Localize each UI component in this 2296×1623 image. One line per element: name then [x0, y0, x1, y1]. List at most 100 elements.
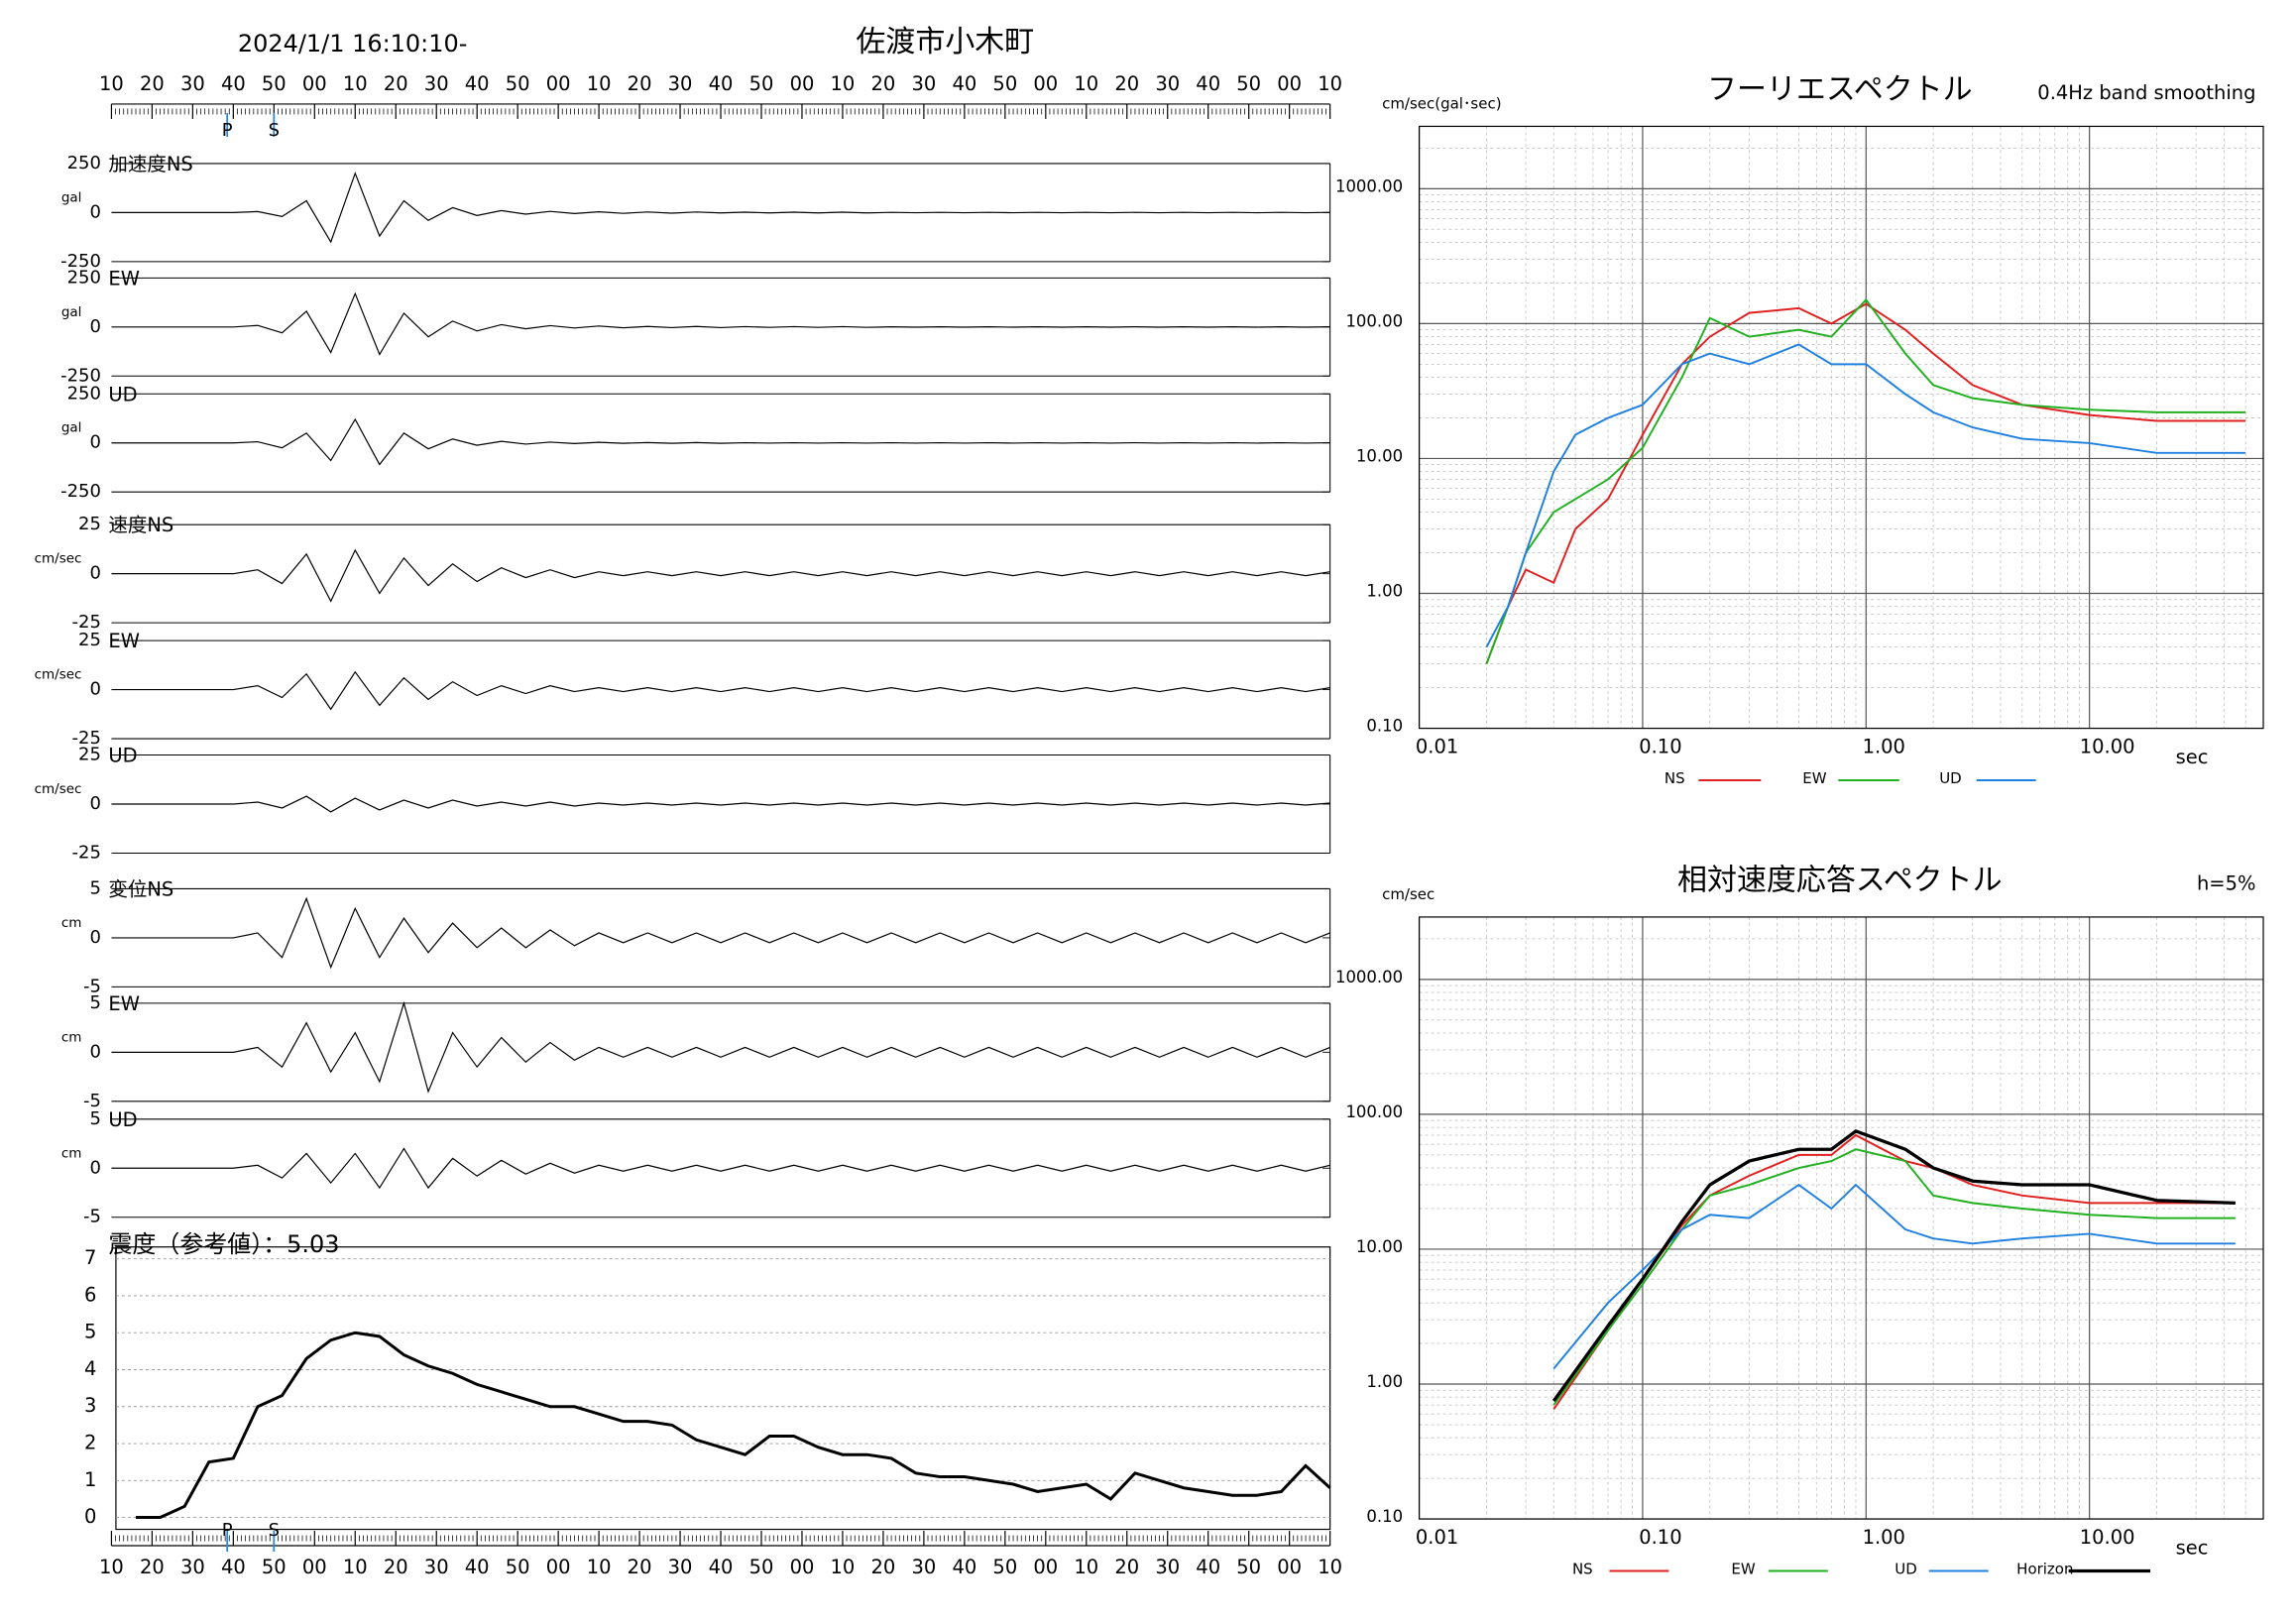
- trace-label: 加速度NS: [108, 153, 192, 175]
- x-tick-label: 40: [709, 72, 734, 95]
- y-tick-label: 25: [78, 745, 101, 765]
- trace-unit: cm/sec: [35, 667, 82, 683]
- x-axis-label: sec: [2176, 746, 2209, 768]
- y-tick-label: 250: [67, 267, 101, 288]
- x-tick-label: 10.00: [2080, 1526, 2135, 1549]
- trace-unit: gal: [61, 304, 82, 320]
- x-tick-label: 50: [262, 1556, 287, 1578]
- y-tick-label: 0: [89, 563, 100, 584]
- waveform-trace: [111, 172, 1330, 244]
- waveform-trace: [111, 1147, 1330, 1190]
- spectrum-line: [1485, 302, 2246, 664]
- y-tick-label: 4: [84, 1357, 96, 1380]
- x-tick-label: 20: [140, 72, 165, 95]
- legend-label: UD: [1894, 1561, 1917, 1578]
- y-tick-label: -250: [60, 481, 101, 502]
- x-tick-label: 40: [221, 72, 246, 95]
- y-tick-label: 0: [89, 316, 100, 337]
- x-tick-label: 30: [180, 72, 205, 95]
- x-tick-label: 20: [871, 72, 896, 95]
- waveform-trace: [111, 417, 1330, 466]
- x-tick-label: 10.00: [2080, 736, 2135, 758]
- x-tick-label: 20: [871, 1556, 896, 1578]
- x-tick-label: 50: [506, 72, 530, 95]
- x-tick-label: 30: [668, 1556, 693, 1578]
- y-tick-label: 0: [89, 793, 100, 814]
- spectrum-line: [1551, 1129, 2236, 1402]
- y-tick-label: -250: [60, 365, 101, 386]
- x-tick-label: 30: [1155, 1556, 1180, 1578]
- y-tick-label: -25: [72, 842, 101, 863]
- plot-frame: [1418, 125, 2264, 730]
- x-tick-label: 50: [992, 72, 1017, 95]
- y-tick-label: 1.00: [1366, 1372, 1403, 1391]
- y-tick-label: 0: [89, 1157, 100, 1178]
- waveform-trace: [111, 795, 1330, 813]
- y-tick-label: 5: [84, 1321, 96, 1343]
- x-tick-label: 50: [262, 72, 287, 95]
- y-tick-label: 100.00: [1345, 1102, 1403, 1121]
- x-tick-label: 30: [668, 72, 693, 95]
- x-tick-label: 50: [749, 72, 774, 95]
- y-tick-label: 5: [89, 877, 100, 898]
- legend-label: UD: [1939, 769, 1962, 787]
- x-tick-label: 40: [1196, 1556, 1220, 1578]
- y-tick-label: 10.00: [1356, 1237, 1403, 1256]
- trace-label: UD: [108, 383, 137, 406]
- y-tick-label: 0: [89, 201, 100, 222]
- x-tick-label: 1.00: [1863, 736, 1905, 758]
- y-tick-label: -5: [83, 1091, 101, 1111]
- trace-unit: cm: [61, 1145, 82, 1161]
- x-tick-label: 00: [302, 1556, 327, 1578]
- y-tick-label: 250: [67, 153, 101, 174]
- x-tick-label: 00: [1277, 72, 1302, 95]
- x-tick-label: 30: [1155, 72, 1180, 95]
- x-tick-label: 30: [424, 72, 449, 95]
- x-tick-label: 00: [302, 72, 327, 95]
- waveform-trace: [111, 291, 1330, 356]
- y-tick-label: 6: [84, 1283, 96, 1306]
- x-tick-label: 10: [587, 1556, 612, 1578]
- x-tick-label: 30: [912, 1556, 937, 1578]
- y-tick-label: 3: [84, 1394, 96, 1417]
- x-tick-label: 50: [1236, 72, 1261, 95]
- x-tick-label: 00: [546, 72, 571, 95]
- y-tick-label: 5: [89, 992, 100, 1013]
- x-tick-label: 10: [587, 72, 612, 95]
- x-tick-label: 50: [749, 1556, 774, 1578]
- x-tick-label: 40: [465, 72, 490, 95]
- y-tick-label: 0: [89, 432, 100, 453]
- x-tick-label: 00: [1033, 72, 1058, 95]
- y-tick-label: -250: [60, 251, 101, 272]
- trace-label: UD: [108, 745, 137, 767]
- y-tick-label: 10.00: [1356, 446, 1403, 465]
- plot-frame: [1418, 916, 2264, 1520]
- y-tick-label: 100.00: [1345, 311, 1403, 330]
- x-tick-label: 40: [709, 1556, 734, 1578]
- x-tick-label: 30: [180, 1556, 205, 1578]
- y-tick-label: 5: [89, 1108, 100, 1129]
- y-tick-label: 0.10: [1366, 717, 1403, 736]
- spectrum-line: [1552, 1183, 2236, 1370]
- x-tick-label: 10: [831, 72, 856, 95]
- legend-label: EW: [1802, 769, 1826, 787]
- trace-label: 変位NS: [108, 877, 173, 900]
- x-tick-label: 20: [140, 1556, 165, 1578]
- waveform-trace: [111, 896, 1330, 970]
- x-tick-label: 10: [99, 1556, 124, 1578]
- y-tick-label: 0.10: [1366, 1507, 1403, 1526]
- x-tick-label: 10: [1074, 72, 1098, 95]
- x-tick-label: 10: [831, 1556, 856, 1578]
- trace-unit: cm: [61, 1029, 82, 1045]
- y-tick-label: 1: [84, 1468, 96, 1491]
- trace-label: EW: [108, 992, 140, 1015]
- x-tick-label: 40: [952, 72, 976, 95]
- recording-start: 2024/1/1 16:10:10-: [238, 30, 468, 58]
- trace-label: UD: [108, 1108, 137, 1131]
- trace-unit: cm: [61, 915, 82, 931]
- legend-label: Horizon: [2016, 1561, 2073, 1578]
- station-name: 佐渡市小木町: [856, 25, 1034, 59]
- x-tick-label: 20: [1114, 72, 1139, 95]
- waveform-trace: [111, 548, 1330, 603]
